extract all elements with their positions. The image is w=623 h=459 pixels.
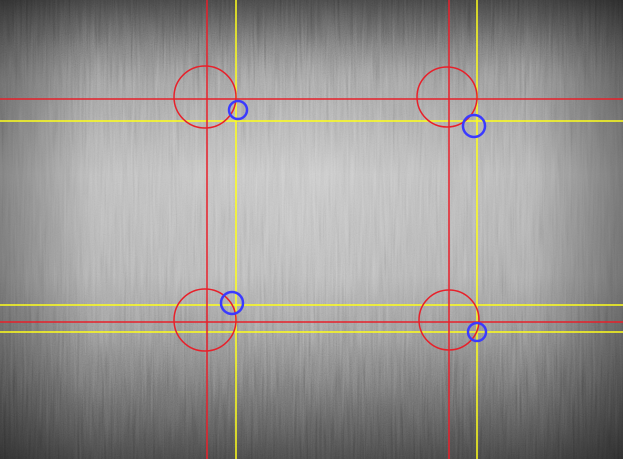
page (0, 0, 623, 459)
side-vignette (0, 0, 623, 459)
background (0, 0, 623, 459)
image-view (0, 0, 623, 459)
